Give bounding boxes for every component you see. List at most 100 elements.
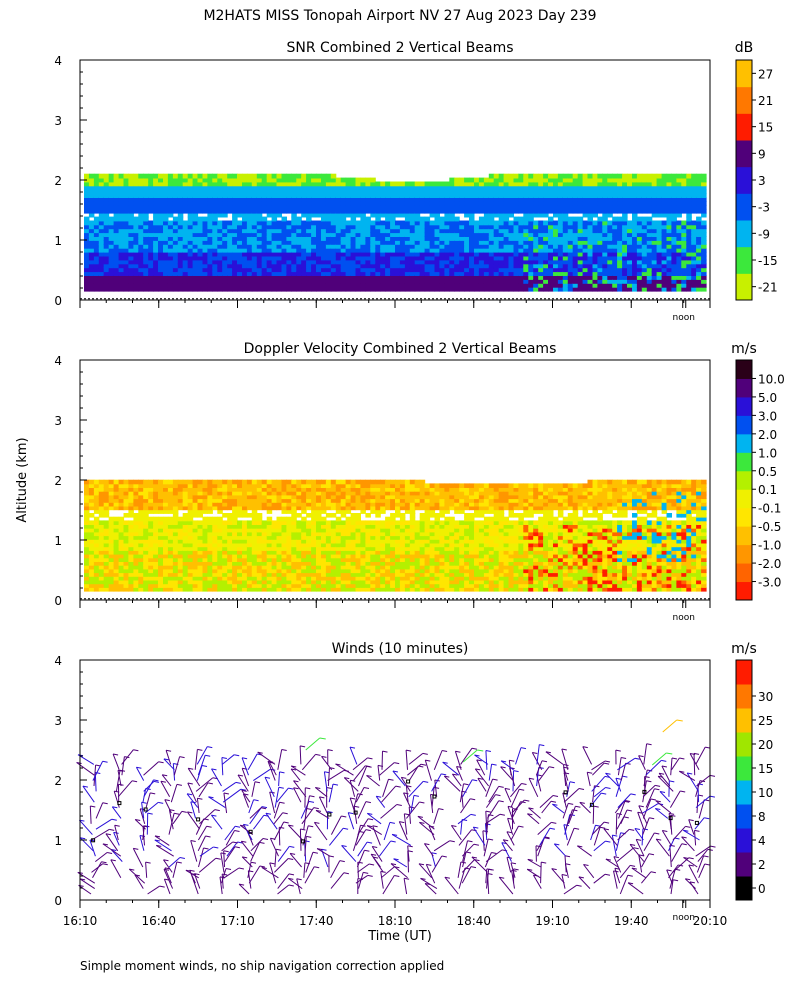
heat-cell: [207, 568, 213, 574]
heat-cell: [385, 208, 391, 214]
heat-cell: [227, 546, 233, 551]
heat-cell: [246, 520, 253, 525]
heat-cell: [286, 204, 292, 210]
heat-cell: [686, 189, 692, 195]
heat-cell: [513, 247, 519, 253]
heat-cell: [676, 232, 682, 237]
heat-cell: [232, 286, 238, 292]
heat-cell: [88, 520, 95, 525]
heat-cell: [355, 243, 361, 249]
heat-cell: [355, 255, 361, 261]
heat-cell: [701, 201, 707, 206]
heat-cell: [597, 267, 603, 273]
heat-cell: [261, 208, 268, 214]
heat-cell: [271, 498, 278, 503]
heat-cell: [306, 275, 312, 280]
heat-cell: [271, 173, 278, 179]
heat-cell: [686, 173, 692, 179]
heat-cell: [350, 228, 357, 234]
heat-cell: [365, 189, 371, 195]
heat-cell: [370, 204, 376, 210]
heat-cell: [108, 201, 115, 206]
heat-cell: [271, 561, 278, 566]
heat-cell: [572, 243, 579, 249]
heat-cell: [246, 216, 253, 222]
heat-cell: [251, 247, 258, 253]
heat-cell: [232, 583, 238, 588]
heat-cell: [108, 546, 115, 551]
heat-cell: [296, 243, 302, 249]
heat-cell: [266, 255, 273, 261]
heat-cell: [212, 286, 218, 292]
heat-cell: [261, 583, 268, 588]
heat-cell: [202, 553, 208, 559]
heat-cell: [636, 271, 643, 276]
heat-cell: [291, 579, 297, 585]
heat-cell: [385, 251, 391, 257]
heat-cell: [469, 224, 475, 230]
heat-cell: [98, 546, 105, 551]
heat-cell: [103, 538, 110, 544]
heat-cell: [429, 263, 436, 269]
heat-cell: [242, 243, 248, 249]
heat-cell: [172, 201, 179, 206]
heat-cell: [301, 197, 307, 202]
heat-cell: [345, 212, 352, 218]
heat-cell: [281, 275, 287, 280]
heat-cell: [113, 505, 120, 511]
heat-cell: [483, 282, 490, 288]
heat-cell: [340, 263, 347, 269]
heat-cell: [138, 220, 144, 226]
heat-cell: [217, 561, 223, 566]
heat-cell: [187, 255, 194, 261]
heat-cell: [98, 204, 105, 210]
heat-cell: [123, 185, 129, 191]
heat-cell: [261, 542, 268, 548]
heat-cell: [414, 201, 421, 206]
heat-cell: [158, 279, 164, 284]
heat-cell: [242, 498, 248, 503]
heat-cell: [414, 240, 421, 245]
heat-cell: [276, 255, 282, 261]
heat-cell: [335, 236, 342, 241]
heat-cell: [429, 271, 436, 276]
colorbar-label: -9: [758, 227, 770, 241]
heat-cell: [153, 201, 159, 206]
heat-cell: [148, 263, 154, 269]
heat-cell: [207, 255, 213, 261]
heat-cell: [128, 501, 134, 507]
heat-cell: [409, 232, 416, 237]
heat-cell: [212, 575, 218, 581]
heat-cell: [701, 255, 707, 261]
heat-cell: [207, 483, 213, 488]
heat-cell: [404, 259, 411, 265]
heat-cell: [483, 263, 490, 269]
heat-cell: [483, 247, 490, 253]
heat-cell: [439, 208, 445, 214]
heat-cell: [251, 490, 258, 496]
heat-cell: [222, 494, 228, 500]
heat-cell: [207, 572, 213, 577]
heat-cell: [123, 583, 129, 588]
heat-cell: [187, 583, 194, 588]
heat-cell: [123, 490, 129, 496]
heat-cell: [493, 185, 500, 191]
heat-cell: [98, 240, 105, 245]
heat-cell: [488, 201, 495, 206]
heat-cell: [227, 197, 233, 202]
heat-cell: [133, 201, 139, 206]
heat-cell: [661, 251, 668, 257]
heat-cell: [148, 228, 154, 234]
heat-cell: [128, 498, 134, 503]
heat-cell: [84, 201, 90, 206]
heat-cell: [503, 263, 510, 269]
heat-cell: [607, 267, 613, 273]
heat-cell: [474, 255, 480, 261]
heat-cell: [666, 185, 672, 191]
heat-cell: [103, 251, 110, 257]
heat-cell: [533, 181, 539, 187]
heat-cell: [587, 212, 593, 218]
heat-cell: [172, 286, 179, 292]
heat-cell: [577, 224, 584, 230]
heat-cell: [404, 236, 411, 241]
